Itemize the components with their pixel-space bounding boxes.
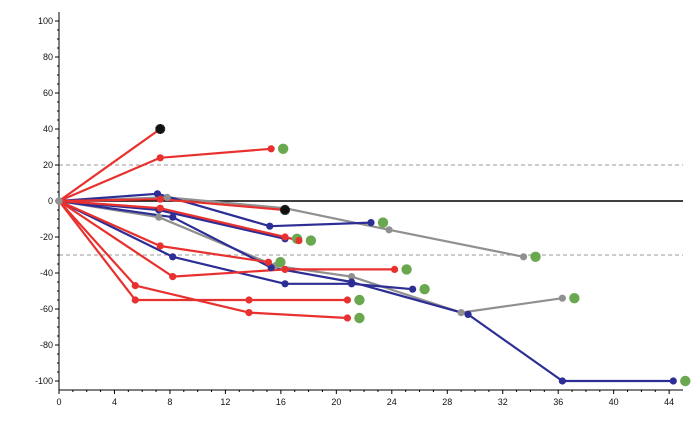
ongoing-marker (419, 284, 430, 295)
data-point-blue (169, 213, 177, 221)
ongoing-marker (354, 294, 365, 306)
data-point-red (390, 265, 399, 273)
x-tick-label: 40 (609, 397, 619, 407)
y-tick-label: -80 (40, 340, 53, 350)
x-tick-label: 12 (220, 397, 230, 407)
series-line-gray (58, 199, 563, 314)
data-point-red (295, 237, 303, 245)
data-point-gray (385, 226, 393, 234)
data-point-red (267, 145, 275, 153)
series-line-red (58, 200, 348, 302)
data-point-gray (155, 213, 163, 221)
data-point-blue (169, 253, 177, 261)
ongoing-marker (275, 257, 286, 268)
data-point-blue (266, 222, 274, 230)
x-tick-label: 36 (553, 397, 563, 407)
x-tick-label: 8 (167, 397, 172, 407)
ongoing-marker (569, 293, 580, 304)
data-point-red (281, 233, 289, 241)
data-point-red (245, 309, 253, 317)
x-tick-label: 24 (387, 397, 397, 407)
series-line-blue (58, 192, 372, 228)
y-tick-label: 100 (38, 16, 53, 26)
x-tick-label: 20 (331, 397, 341, 407)
series-markers (55, 124, 691, 387)
ongoing-marker (401, 264, 412, 275)
x-tick-label: 44 (664, 397, 674, 407)
y-tick-label: 20 (43, 160, 53, 170)
series-line-red (58, 147, 272, 203)
y-tick-label: -100 (35, 376, 53, 386)
x-tick-label: 16 (276, 397, 286, 407)
data-point-blue (669, 377, 677, 385)
data-point-blue (409, 285, 417, 293)
data-point-red (156, 204, 164, 212)
data-point-blue (464, 310, 472, 318)
x-tick-label: 28 (442, 397, 452, 407)
data-point-red (156, 242, 164, 250)
ongoing-marker (277, 143, 289, 154)
series-line-blue (58, 200, 413, 291)
series-line-blue (58, 199, 674, 383)
data-point-gray (163, 193, 171, 201)
event-marker (155, 124, 166, 134)
data-point-blue (347, 278, 356, 286)
event-marker-stroke (280, 207, 290, 213)
series-line-red (58, 200, 395, 278)
data-point-blue (558, 377, 566, 385)
y-tick-label: -60 (40, 304, 53, 314)
data-point-gray (457, 309, 465, 317)
data-point-red (156, 195, 164, 203)
data-point-gray (519, 253, 528, 261)
data-point-blue (153, 190, 162, 198)
data-point-blue (281, 280, 289, 288)
y-tick-label: 0 (48, 196, 53, 206)
data-point-red (169, 273, 177, 281)
data-point-red (131, 296, 139, 304)
data-point-red (245, 296, 253, 304)
y-tick-label: -40 (40, 268, 53, 278)
data-point-blue (367, 219, 375, 227)
y-tick-label: 80 (43, 52, 53, 62)
origin-point (55, 197, 63, 205)
x-tick-label: 0 (56, 397, 61, 407)
y-tick-label: -20 (40, 232, 53, 242)
data-point-red (264, 258, 272, 266)
ongoing-marker (680, 375, 691, 387)
data-point-gray (347, 273, 356, 281)
data-point-gray (558, 294, 566, 302)
y-tick-label: 60 (43, 88, 53, 98)
data-point-red (281, 265, 289, 273)
ongoing-marker (305, 235, 317, 246)
data-point-red (131, 282, 139, 290)
x-tick-label: 32 (498, 397, 508, 407)
series-line-red (58, 128, 161, 202)
data-point-red (343, 296, 352, 304)
data-point-blue (267, 264, 275, 272)
event-marker (280, 205, 291, 215)
data-point-red (156, 154, 164, 162)
x-tick-label: 4 (112, 397, 117, 407)
ongoing-marker (377, 217, 389, 228)
y-tick-label: 40 (43, 124, 53, 134)
axes: 100 80 60 40 20 0 -20 -40 -60 -80 -100 0 4 8 12 16 20 24 2… (35, 12, 683, 407)
ongoing-marker (530, 251, 541, 262)
event-marker-stroke (155, 126, 166, 132)
data-point-red (343, 314, 352, 322)
ongoing-marker (354, 312, 365, 324)
